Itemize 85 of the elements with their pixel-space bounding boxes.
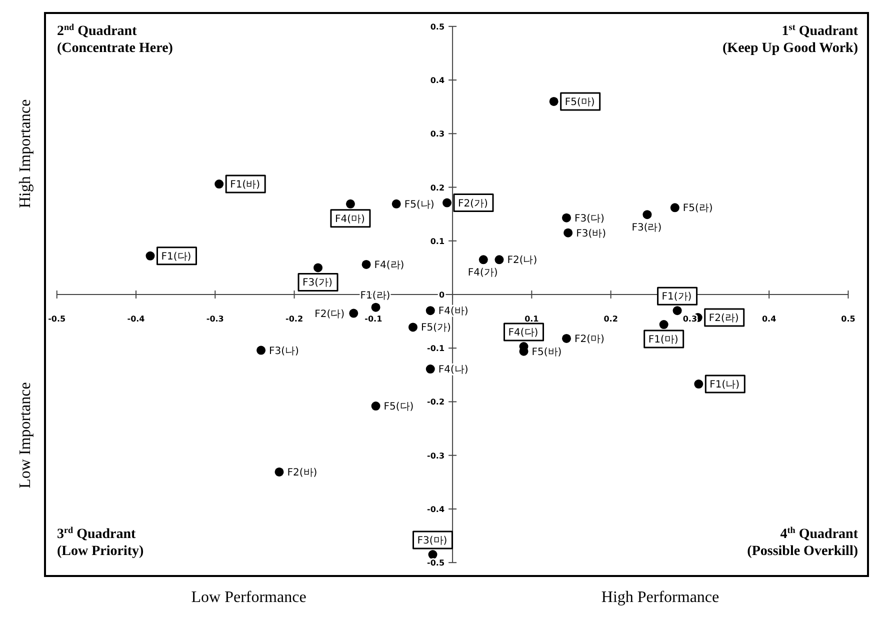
point — [672, 306, 682, 316]
annotation: 2$^{nd}$ Quadrant — [57, 22, 138, 39]
point — [371, 402, 380, 411]
data-label: F4(라) — [374, 260, 404, 271]
x-tick-label: 0.5 — [841, 314, 856, 324]
point — [214, 180, 224, 189]
point — [562, 213, 571, 222]
annotation: (Possible Overkill) — [747, 544, 858, 559]
data-label: F3(다) — [574, 213, 605, 224]
data-label: F5(마) — [564, 96, 595, 108]
point — [426, 306, 435, 316]
y-tick-label: 0.2 — [430, 183, 445, 192]
data-label: F4(다) — [508, 328, 538, 339]
data-label: F3(라) — [632, 222, 662, 234]
annotation: 4$^{th}$ Quadrant — [780, 525, 858, 542]
point — [349, 308, 358, 318]
data-label: F1(마) — [648, 334, 678, 346]
data-label: F2(라) — [708, 313, 739, 324]
data-label: F2(나) — [507, 255, 538, 266]
point — [426, 364, 435, 374]
x-tick-label: -0.1 — [364, 314, 383, 324]
data-label: F4(가) — [468, 268, 498, 279]
point — [549, 96, 558, 106]
y-tick-label: 0.3 — [430, 130, 445, 139]
annotation: (Keep Up Good Work) — [722, 41, 858, 56]
point — [362, 260, 371, 269]
point — [694, 380, 704, 389]
point — [314, 263, 323, 272]
y-tick-label: -0.5 — [427, 558, 445, 568]
point — [256, 346, 266, 355]
point — [642, 210, 652, 220]
point — [146, 251, 155, 260]
data-label: F5(바) — [532, 346, 562, 358]
point — [670, 203, 680, 212]
data-label: F5(나) — [404, 199, 434, 210]
data-label: F1(바) — [230, 180, 260, 191]
annotation: 3$^{rd}$ Quadrant — [57, 525, 136, 542]
text: Low Performance — [191, 589, 306, 606]
data-label: F5(가) — [420, 322, 451, 334]
y-tick-label: -0.3 — [427, 451, 445, 460]
text: High Performance — [601, 589, 720, 606]
data-label: F2(마) — [574, 334, 605, 345]
y-tick-label: -0.2 — [427, 398, 445, 407]
data-label: F5(라) — [682, 203, 713, 214]
text: Low Importance — [17, 382, 34, 488]
x-tick-label: -0.2 — [286, 314, 304, 324]
point — [428, 550, 438, 560]
data-label: F1(다) — [161, 251, 192, 262]
data-label: F3(바) — [576, 228, 606, 240]
x-tick-label: -0.3 — [206, 314, 224, 324]
point — [659, 320, 668, 330]
text: High Importance — [17, 99, 34, 208]
data-label: F2(가) — [458, 198, 488, 210]
point — [478, 255, 488, 264]
x-tick-label: -0.4 — [127, 314, 146, 324]
data-label: F2(바) — [287, 467, 318, 478]
data-label: F4(마) — [334, 214, 365, 225]
point — [274, 467, 284, 476]
y-tick-label: -0.1 — [427, 344, 445, 354]
point — [408, 322, 418, 332]
data-label: F3(마) — [417, 536, 448, 547]
point — [442, 198, 452, 208]
annotation: (Low Priority) — [57, 544, 144, 559]
point — [494, 255, 504, 264]
y-tick-label: 0.4 — [430, 76, 445, 86]
point — [392, 199, 401, 208]
data-label: F1(나) — [710, 380, 740, 391]
x-tick-label: -0.5 — [48, 314, 66, 324]
data-label: F2(다) — [314, 308, 345, 320]
x-tick-label: 0.4 — [762, 314, 777, 324]
x-tick-label: 0.1 — [524, 314, 540, 324]
annotation: 1$^{st}$ Quadrant — [782, 22, 858, 39]
point — [564, 228, 573, 238]
x-tick-label: 0.2 — [604, 314, 618, 324]
data-label: F3(가) — [302, 278, 333, 289]
y-tick-label: 0.1 — [430, 236, 445, 246]
point — [562, 334, 571, 343]
data-label: F1(가) — [662, 292, 692, 303]
y-tick-label: -0.4 — [427, 504, 445, 514]
data-label: F5(다) — [384, 402, 414, 413]
point — [371, 302, 380, 312]
point — [346, 199, 355, 208]
y-tick-label: 0.5 — [430, 22, 445, 32]
annotation: (Concentrate Here) — [57, 41, 174, 56]
data-label: F3(나) — [269, 346, 300, 357]
